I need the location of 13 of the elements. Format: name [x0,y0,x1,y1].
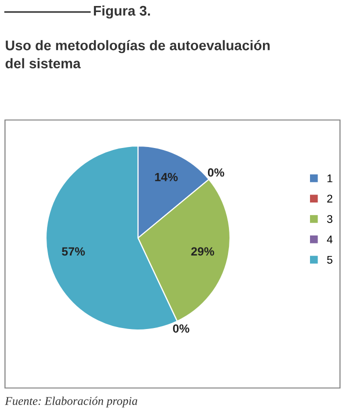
text: 0% [208,168,224,177]
legend-label: 4 [326,236,333,244]
chart-subtitle: Figura 3. [94,5,150,19]
legend-label: 5 [327,256,332,264]
legend-label: 3 [327,215,332,223]
chart-title: Uso de metodologías de autoevaluación del sistema [6,40,270,68]
data-label: 57% [62,247,85,256]
legend-label: 1 [328,174,332,182]
legend-label: 2 [327,194,332,203]
data-label: 29% [191,247,214,256]
data-label: 14% [155,172,178,182]
text: 0% [173,324,190,333]
source-note: Fuente: Elaboración propia [4,396,138,408]
